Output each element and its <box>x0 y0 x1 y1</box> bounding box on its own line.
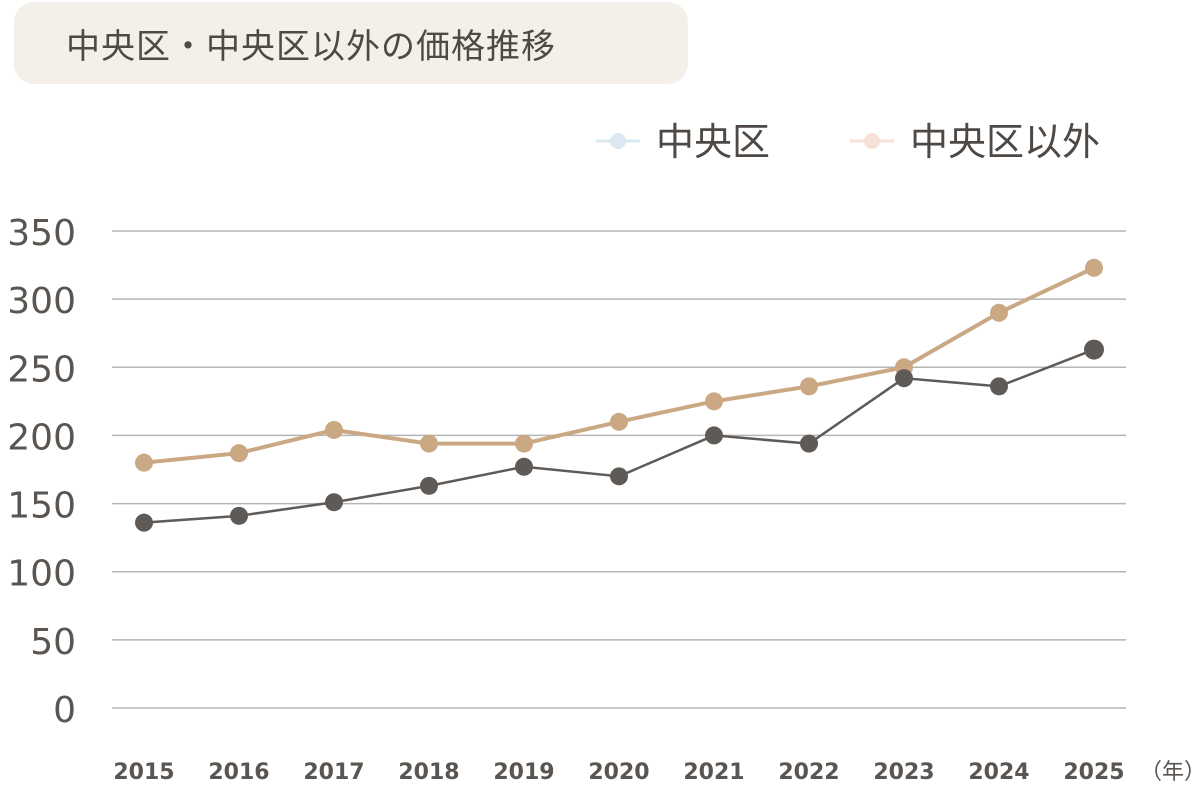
legend-other-marker <box>864 133 880 149</box>
y-tick-label: 350 <box>7 213 76 254</box>
series-other-point <box>990 303 1008 322</box>
y-tick-label: 50 <box>30 622 76 663</box>
series-other-point <box>610 412 628 431</box>
x-tick-label: 2018 <box>398 760 459 785</box>
legend-other-label: 中央区以外 <box>910 120 1100 164</box>
chart-title-box: 中央区・中央区以外の価格推移 <box>14 2 688 84</box>
series-central-point <box>895 369 913 388</box>
series-central-point <box>990 377 1008 396</box>
y-tick-label: 250 <box>7 349 76 390</box>
y-tick-label: 200 <box>7 417 76 458</box>
x-tick-label: 2016 <box>208 760 269 785</box>
x-axis-unit-label: （年） <box>1140 760 1200 785</box>
series-central-point <box>610 467 628 486</box>
series-central-point <box>1084 339 1104 360</box>
series-other-point <box>800 377 818 396</box>
series-central-point <box>420 476 438 495</box>
x-tick-label: 2022 <box>778 760 839 785</box>
x-tick-label: 2019 <box>493 760 554 785</box>
series-other-line <box>143 265 1095 465</box>
y-tick-label: 0 <box>53 690 76 731</box>
x-tick-label: 2024 <box>968 760 1029 785</box>
x-tick-label: 2021 <box>683 760 744 785</box>
y-tick-label: 150 <box>7 486 76 527</box>
x-tick-label: 2017 <box>303 760 364 785</box>
x-tick-label: 2023 <box>873 760 934 785</box>
y-tick-label: 300 <box>7 281 76 322</box>
series-other-point <box>705 392 723 411</box>
series-central-point <box>135 513 153 532</box>
series-central-point <box>800 434 818 453</box>
legend-central-label: 中央区 <box>656 120 770 164</box>
series-other-point <box>1085 258 1103 277</box>
series-central-point <box>515 457 533 476</box>
series-other-point <box>325 420 343 439</box>
series-central-point <box>230 506 248 525</box>
series-central-point <box>325 493 343 512</box>
x-tick-label: 2015 <box>113 760 174 785</box>
y-tick-label: 100 <box>7 554 76 595</box>
chart-title: 中央区・中央区以外の価格推移 <box>66 26 556 67</box>
series-central-point <box>705 426 723 445</box>
series-other-point <box>135 453 153 472</box>
legend-central-marker <box>610 133 626 149</box>
series-other-point <box>230 444 248 463</box>
series-other-point <box>420 434 438 453</box>
x-tick-label: 2025 <box>1063 760 1124 785</box>
series-other-point <box>515 434 533 453</box>
x-tick-label: 2020 <box>588 760 649 785</box>
